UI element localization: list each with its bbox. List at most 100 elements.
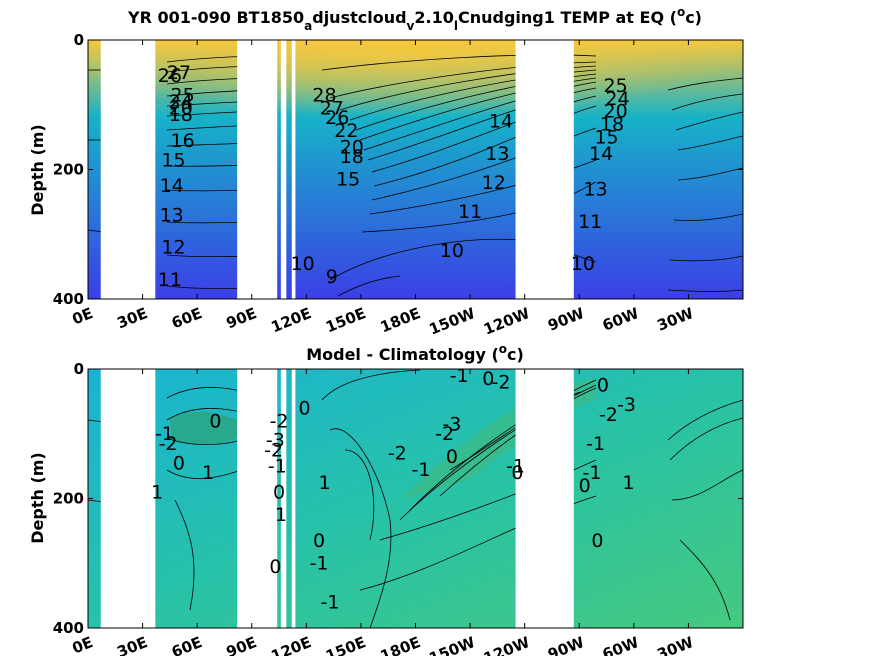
contour-label: 26 — [325, 107, 349, 129]
contour-label: -1 — [586, 433, 605, 455]
x-tick-label: 150W — [426, 633, 478, 656]
title-subscript-a: a — [304, 19, 312, 33]
contour-label: 10 — [440, 240, 464, 262]
temperature-field — [88, 40, 743, 299]
y-axis-label: Depth (m) — [28, 124, 47, 216]
x-tick-label: 30W — [654, 633, 696, 656]
contour-line — [669, 417, 744, 461]
panel2-title: Model - Climatology (oc) — [306, 342, 524, 364]
contour-label: 25 — [604, 75, 628, 97]
contour-label: -1 — [450, 365, 469, 387]
contour-label: -2 — [599, 404, 618, 426]
x-tick-label: 150E — [323, 304, 368, 336]
x-tick-label: 0E — [70, 633, 96, 656]
contour-label: 10 — [291, 253, 315, 275]
land-band — [515, 369, 574, 628]
contour-label: 13 — [485, 143, 509, 165]
land-band — [515, 40, 574, 299]
contour-line — [669, 255, 744, 262]
contour-line — [321, 369, 421, 401]
contour-line — [673, 213, 744, 221]
contour-label: -3 — [442, 414, 461, 436]
land-band — [100, 369, 156, 628]
contour-label: 0 — [313, 530, 325, 552]
contour-label: 12 — [161, 237, 185, 259]
y-tick-label: 200 — [53, 161, 84, 179]
axes-frame — [87, 39, 744, 300]
contour-label: -1 — [155, 423, 174, 445]
title-superscript-o: o — [677, 5, 685, 19]
x-tick-label: 150W — [426, 304, 478, 339]
y-axis-label: Depth (m) — [28, 452, 47, 544]
contour-label: 20 — [340, 136, 364, 158]
contour-label: -1 — [310, 553, 329, 575]
contour-label: 9 — [326, 266, 338, 288]
y-tick-label: 0 — [74, 360, 84, 378]
land-band — [100, 40, 156, 299]
contour-label: 11 — [578, 211, 602, 233]
contour-label: -3 — [266, 430, 285, 452]
anomaly-panel: Model - Climatology (oc) — [28, 342, 744, 656]
title-part: c) — [685, 8, 702, 27]
contour-label: 24 — [605, 88, 629, 110]
axes-frame — [87, 368, 744, 629]
contour-label: -2 — [388, 443, 407, 465]
title-part: YR 001-090 BT1850 — [127, 8, 304, 27]
contour-label: 0 — [273, 482, 285, 504]
contour-line — [371, 127, 597, 201]
y-tick-label: 0 — [74, 31, 84, 49]
x-tick-label: 90E — [224, 304, 260, 332]
contour-label: 0 — [269, 556, 281, 578]
contour-line — [679, 539, 731, 621]
land-mask — [100, 40, 574, 299]
warm-pool-shading — [88, 40, 743, 180]
y-tick-label: 200 — [53, 490, 84, 508]
contour-label: 0 — [511, 462, 523, 484]
contour-line — [675, 111, 744, 131]
x-tick-label: 30E — [114, 633, 150, 656]
title-part: 2.10 — [414, 8, 453, 27]
contour-label: -2 — [270, 410, 289, 432]
panel1-title: YR 001-090 BT1850adjustcloudv2.10lCnudgi… — [127, 5, 702, 33]
x-tick-label: 90W — [545, 304, 587, 335]
contour-label: 15 — [161, 149, 185, 171]
contour-label: -1 — [268, 456, 287, 478]
x-tick-label: 180E — [378, 304, 423, 336]
title-part: djustcloud — [312, 8, 406, 27]
contour-label: 20 — [604, 101, 628, 123]
contour-label: 18 — [169, 104, 193, 126]
contour-label: 0 — [579, 475, 591, 497]
contour-label: 0 — [173, 452, 185, 474]
contour-line — [667, 289, 744, 292]
contour-line — [337, 275, 401, 297]
contour-line — [667, 399, 744, 441]
contour-label: 0 — [446, 446, 458, 468]
contour-label: -2 — [435, 423, 454, 445]
contour-label: 13 — [584, 178, 608, 200]
contour-label: 1 — [151, 482, 163, 504]
contour-label: 28 — [312, 85, 336, 107]
contour-label: -1 — [321, 592, 340, 614]
title-subscript-v: v — [407, 19, 415, 33]
contour-labels: 2726252420181615141312112827262220181514… — [158, 62, 630, 291]
contour-label: 14 — [160, 175, 184, 197]
contour-label: 11 — [158, 269, 182, 291]
y-tick-label: 400 — [53, 290, 84, 308]
contour-label: 1 — [318, 472, 330, 494]
contour-label: 26 — [158, 65, 182, 87]
x-tick-label: 90W — [545, 633, 587, 656]
contour-label: -2 — [492, 371, 511, 393]
contour-label: 16 — [171, 130, 195, 152]
x-tick-label: 120W — [481, 633, 533, 656]
title-part: c) — [507, 345, 524, 364]
contour-line — [439, 387, 597, 497]
contour-line — [329, 428, 392, 629]
contour-label: 22 — [334, 120, 358, 142]
contour-label: 18 — [340, 146, 364, 168]
contour-label: -1 — [583, 462, 602, 484]
contour-label: 0 — [597, 375, 609, 397]
contour-line — [667, 77, 744, 91]
contour-label: -2 — [264, 439, 283, 461]
x-tick-label: 30W — [654, 304, 696, 335]
